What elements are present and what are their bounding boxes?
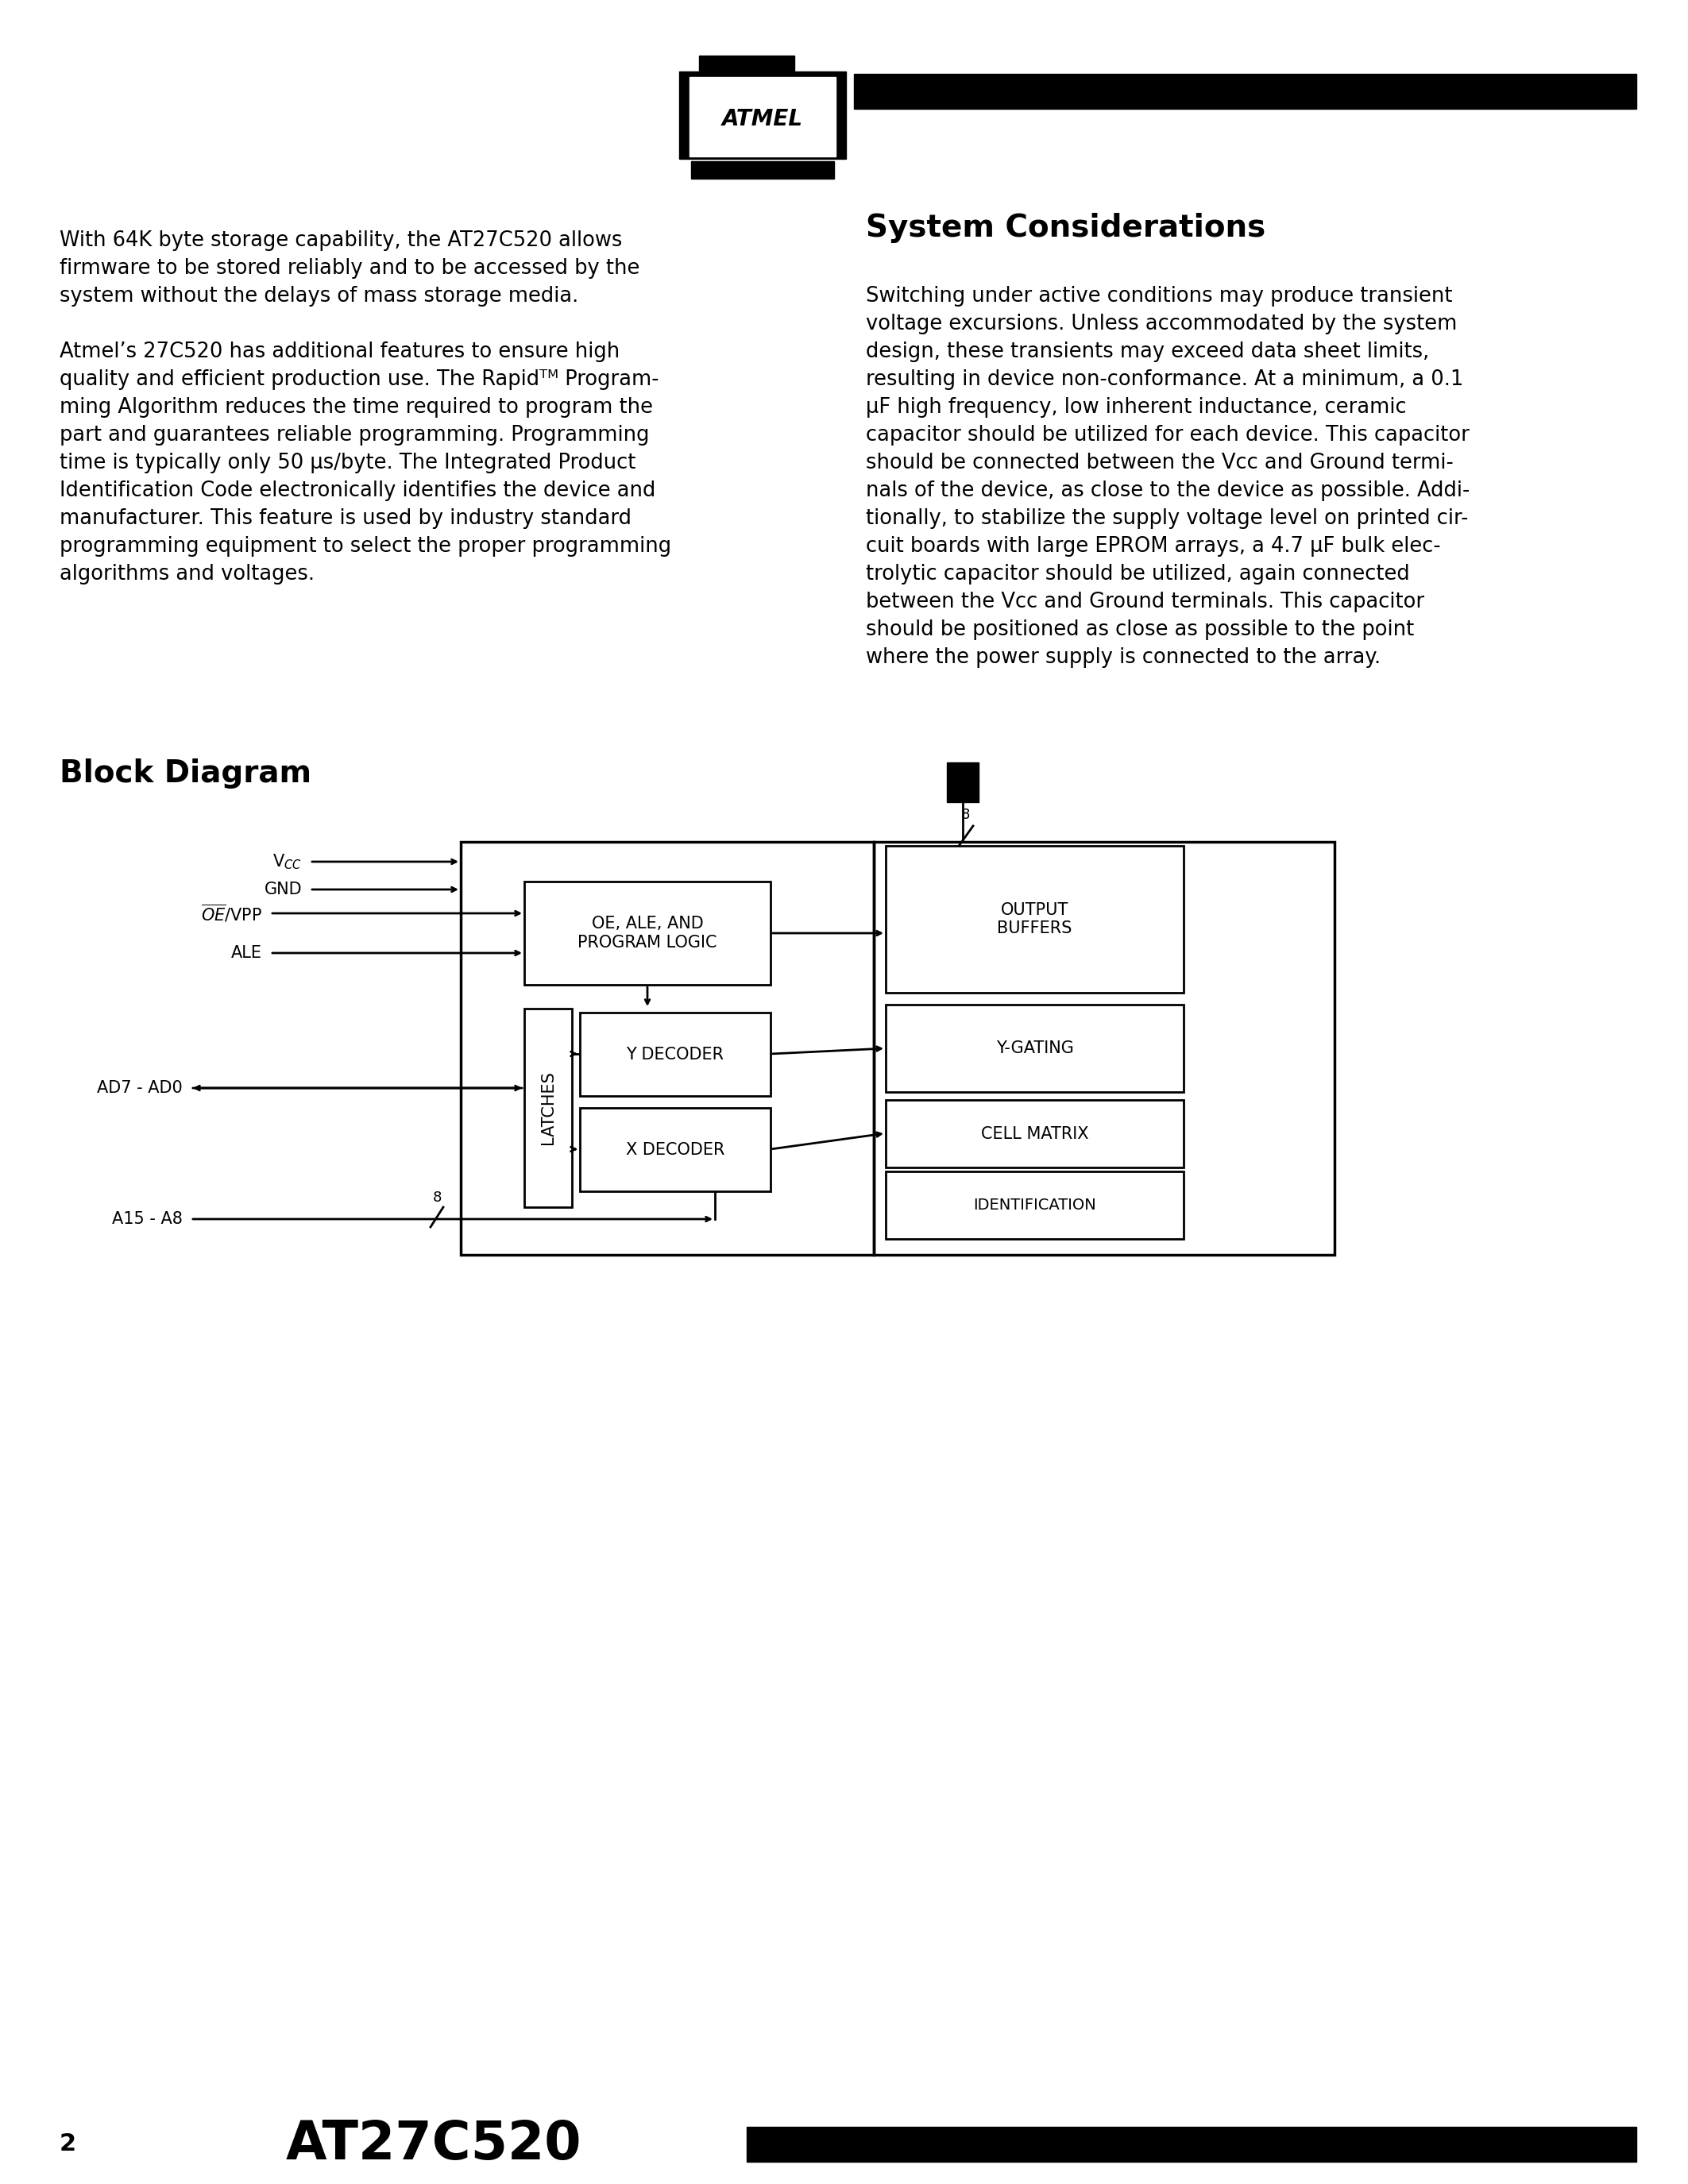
Text: CELL MATRIX: CELL MATRIX — [981, 1125, 1089, 1142]
Bar — [746, 2127, 1636, 2162]
Text: OE, ALE, AND
PROGRAM LOGIC: OE, ALE, AND PROGRAM LOGIC — [577, 915, 717, 950]
Bar — [947, 762, 979, 802]
Bar — [690, 162, 834, 179]
Bar — [581, 1107, 770, 1190]
Bar — [699, 55, 795, 72]
Text: GND: GND — [263, 882, 302, 898]
Text: IDENTIFICATION: IDENTIFICATION — [974, 1197, 1096, 1212]
Bar — [679, 72, 846, 159]
Bar — [886, 1171, 1183, 1238]
Bar — [874, 841, 1335, 1256]
Text: 8: 8 — [432, 1190, 442, 1206]
Bar — [525, 1009, 572, 1208]
Bar — [886, 845, 1183, 994]
Text: Atmel’s 27C520 has additional features to ensure high
quality and efficient prod: Atmel’s 27C520 has additional features t… — [59, 341, 672, 585]
Text: With 64K byte storage capability, the AT27C520 allows
firmware to be stored reli: With 64K byte storage capability, the AT… — [59, 229, 640, 306]
Text: A15 - A8: A15 - A8 — [111, 1212, 182, 1227]
Bar — [461, 841, 874, 1256]
Text: LATCHES: LATCHES — [540, 1070, 555, 1144]
Text: Y-GATING: Y-GATING — [996, 1040, 1074, 1057]
Text: 8: 8 — [960, 808, 969, 821]
Text: V$_{CC}$: V$_{CC}$ — [272, 852, 302, 871]
Text: System Considerations: System Considerations — [866, 212, 1266, 242]
Text: 2: 2 — [59, 2134, 76, 2156]
Text: Y DECODER: Y DECODER — [626, 1046, 724, 1061]
Bar — [689, 76, 836, 157]
Bar — [581, 1013, 770, 1096]
Bar — [525, 882, 770, 985]
Bar — [886, 1005, 1183, 1092]
Text: Switching under active conditions may produce transient
voltage excursions. Unle: Switching under active conditions may pr… — [866, 286, 1470, 668]
Text: Block Diagram: Block Diagram — [59, 758, 312, 788]
Text: X DECODER: X DECODER — [626, 1142, 724, 1158]
Text: $\overline{OE}$/VPP: $\overline{OE}$/VPP — [201, 902, 262, 924]
Text: AT27C520: AT27C520 — [285, 2118, 582, 2171]
Text: OUTPUT
BUFFERS: OUTPUT BUFFERS — [998, 902, 1072, 937]
Text: ALE: ALE — [231, 946, 262, 961]
Bar — [886, 1101, 1183, 1168]
Bar — [854, 74, 1636, 109]
Text: ATMEL: ATMEL — [722, 107, 803, 131]
Text: AD7 - AD0: AD7 - AD0 — [98, 1081, 182, 1096]
